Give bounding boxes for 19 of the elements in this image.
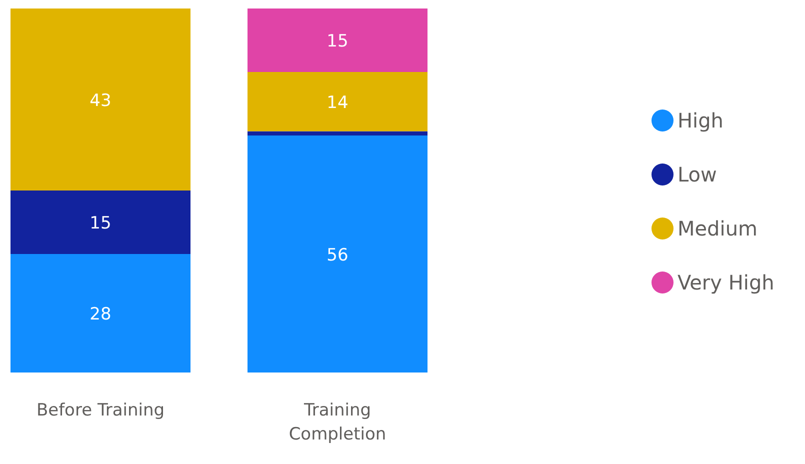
x-tick-label: Training Completion — [288, 400, 386, 444]
x-tick-label: Before Training — [36, 400, 165, 420]
data-label: 28 — [90, 304, 112, 325]
data-label: 15 — [326, 32, 348, 52]
bar — [248, 131, 428, 136]
legend-label: Medium — [678, 216, 758, 240]
legend-label: Very High — [678, 270, 774, 294]
legend-label: Low — [678, 162, 717, 186]
data-label: 43 — [90, 91, 112, 111]
data-label: 15 — [90, 214, 112, 234]
bar — [10, 190, 190, 254]
data-label: 14 — [326, 93, 348, 114]
bar — [248, 135, 428, 372]
legend-label: High — [678, 108, 724, 132]
bar — [248, 72, 428, 132]
bar — [10, 254, 190, 372]
data-label: 56 — [326, 245, 348, 266]
bar — [10, 8, 190, 190]
bar — [248, 8, 428, 72]
